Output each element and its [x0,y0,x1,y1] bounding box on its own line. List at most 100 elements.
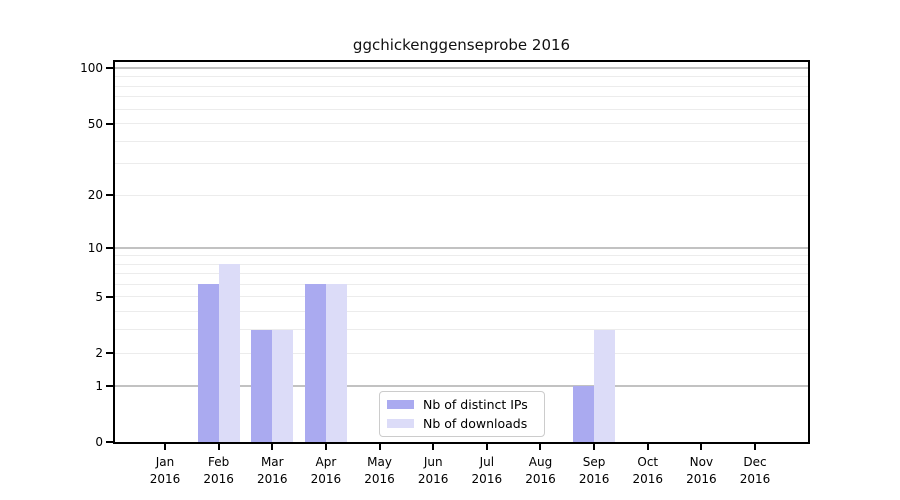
x-tick-label: Dec 2016 [725,454,785,488]
x-tick-label: May 2016 [350,454,410,488]
y-tick [106,67,113,70]
gridline-minor [115,123,808,125]
x-tick-label-year: 2016 [203,472,234,486]
bar-downloads [594,329,616,442]
y-tick-label: 10 [87,240,103,255]
y-tick [106,352,113,354]
x-tick [164,444,166,450]
legend-swatch-distinct-ips [387,400,414,409]
x-tick-label-month: Jul [479,455,495,469]
y-tick-label: 20 [87,188,103,203]
gridline-major [115,246,808,249]
y-tick-label: 100 [80,61,103,76]
x-tick-label-month: Aug [528,455,553,469]
x-tick-label: Mar 2016 [242,454,302,488]
x-tick-label-month: Feb [208,455,230,469]
x-tick-label-month: Jun [423,455,443,469]
x-tick [432,444,435,450]
x-tick-label-year: 2016 [256,472,288,486]
x-tick-label: Nov 2016 [671,454,731,488]
x-tick-label-year: 2016 [525,472,556,486]
x-tick-label: Jan 2016 [135,454,195,488]
x-tick-label-year: 2016 [149,472,181,486]
chart-title: ggchickenggenseprobe 2016 [352,36,571,54]
legend-label-downloads: Nb of downloads [423,416,528,431]
y-tick-label: 0 [95,435,103,449]
x-tick [378,444,381,450]
gridline-minor [115,283,808,285]
x-tick [539,444,542,450]
gridline-major [115,384,808,387]
x-tick-label-month: Mar [260,455,284,469]
bar-downloads [325,284,347,442]
plot-area [115,62,808,442]
x-tick [646,444,649,450]
gridline-minor [115,140,808,142]
gridline-minor [115,163,808,165]
x-tick [593,444,596,450]
y-tick [106,194,113,197]
gridline-minor [115,76,808,78]
x-tick-label: Sep 2016 [564,454,624,488]
x-tick [485,444,488,450]
y-tick [106,441,113,443]
bar-downloads [272,329,294,442]
y-tick-label: 2 [95,346,103,360]
x-tick-label-year: 2016 [632,472,664,486]
legend: Nb of distinct IPs Nb of downloads [379,391,545,437]
x-tick [700,444,703,450]
x-tick-label-month: May [367,455,392,469]
x-tick-label-year: 2016 [364,472,395,486]
gridline-minor [115,108,808,110]
x-tick-label-year: 2016 [739,472,771,486]
x-tick-label: Jun 2016 [403,454,463,488]
x-tick-label-month: Sep [582,455,606,469]
y-tick [106,122,113,125]
x-tick-label-year: 2016 [471,472,503,486]
x-tick-label: Oct 2016 [618,454,678,488]
gridline-major [115,67,808,70]
x-tick-label: Aug 2016 [510,454,570,488]
gridline-minor [115,96,808,98]
x-tick [324,444,327,450]
x-tick-label-year: 2016 [686,472,717,486]
x-tick-label-month: Apr [315,455,337,469]
x-tick-label-year: 2016 [578,472,610,486]
x-tick-label-month: Oct [637,455,659,469]
gridline-minor [115,311,808,313]
gridline-minor [115,194,808,196]
x-tick [754,444,757,450]
bar-distinct-ips [251,329,273,442]
gridline-minor [115,263,808,265]
x-tick-label-month: Nov [689,455,714,469]
y-tick-label: 1 [95,378,103,393]
gridline-minor [115,254,808,256]
gridline-minor [115,329,808,331]
y-tick-label: 5 [95,289,103,304]
legend-label-distinct-ips: Nb of distinct IPs [423,397,528,412]
y-tick [106,246,113,249]
y-tick [106,384,113,387]
y-tick [106,295,113,298]
bar-distinct-ips [573,385,595,442]
legend-item-distinct-ips: Nb of distinct IPs [387,397,544,412]
x-tick-label: Feb 2016 [189,454,249,488]
gridline-minor [115,273,808,275]
x-tick [217,444,220,450]
x-tick-label-month: Jan [155,455,175,469]
x-tick-label-year: 2016 [417,472,449,486]
gridline-minor [115,85,808,87]
legend-swatch-downloads [387,419,414,428]
gridline-minor [115,296,808,298]
legend-item-downloads: Nb of downloads [387,416,544,431]
x-tick-label-year: 2016 [310,472,342,486]
bar-downloads [218,264,240,442]
x-tick-label-month: Dec [743,455,767,469]
gridline-minor [115,352,808,354]
x-tick-label: Apr 2016 [296,454,356,488]
bar-distinct-ips [197,284,219,442]
y-tick-label: 50 [87,116,103,131]
x-tick [271,444,274,450]
x-tick-label: Jul 2016 [457,454,517,488]
